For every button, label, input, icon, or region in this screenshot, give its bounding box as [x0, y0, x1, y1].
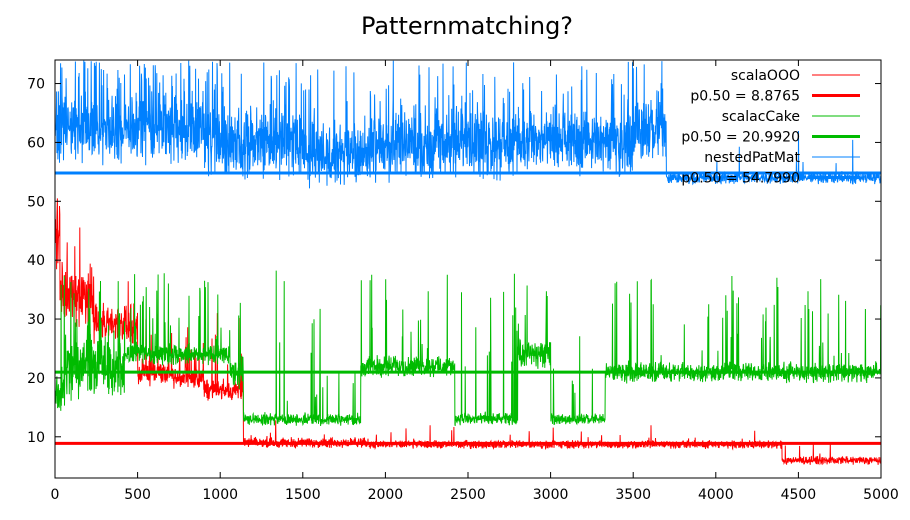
x-tick-label: 5000 — [863, 487, 899, 503]
x-tick-label: 4500 — [781, 487, 817, 503]
legend: scalaOOO p0.50 = 8.8765 scalacCake p0.50 = … — [681, 68, 860, 187]
y-tick-label: 70 — [27, 77, 45, 93]
legend-label: p0.50 = 8.8765 — [690, 89, 800, 105]
x-tick-label: 3500 — [615, 487, 651, 503]
axis-ticks: 0 500 1000 1500 2000 2500 3000 3500 4000 4500 5000… — [27, 60, 899, 503]
y-tick-label: 20 — [27, 371, 45, 387]
y-tick-label: 50 — [27, 194, 45, 210]
chart-title: Patternmatching? — [361, 12, 573, 40]
x-tick-label: 2000 — [368, 487, 404, 503]
y-tick-label: 60 — [27, 135, 45, 151]
legend-label: nestedPatMat — [704, 150, 800, 166]
x-tick-label: 2500 — [450, 487, 486, 503]
y-tick-label: 30 — [27, 312, 45, 328]
x-tick-label: 500 — [124, 487, 151, 503]
plot-series — [55, 60, 881, 466]
legend-label: p0.50 = 20.9920 — [681, 130, 800, 146]
y-tick-label: 10 — [27, 430, 45, 446]
legend-label: scalaOOO — [731, 68, 800, 84]
series-line-nestedpatmat — [55, 60, 881, 189]
x-tick-label: 0 — [51, 487, 60, 503]
x-tick-label: 1500 — [285, 487, 321, 503]
series-line-scalaccake — [55, 270, 881, 427]
legend-label: scalacCake — [722, 109, 800, 125]
y-tick-label: 40 — [27, 253, 45, 269]
x-tick-label: 1000 — [202, 487, 238, 503]
x-tick-label: 3000 — [533, 487, 569, 503]
x-tick-label: 4000 — [698, 487, 734, 503]
legend-label: p0.50 = 54.7990 — [681, 171, 800, 187]
